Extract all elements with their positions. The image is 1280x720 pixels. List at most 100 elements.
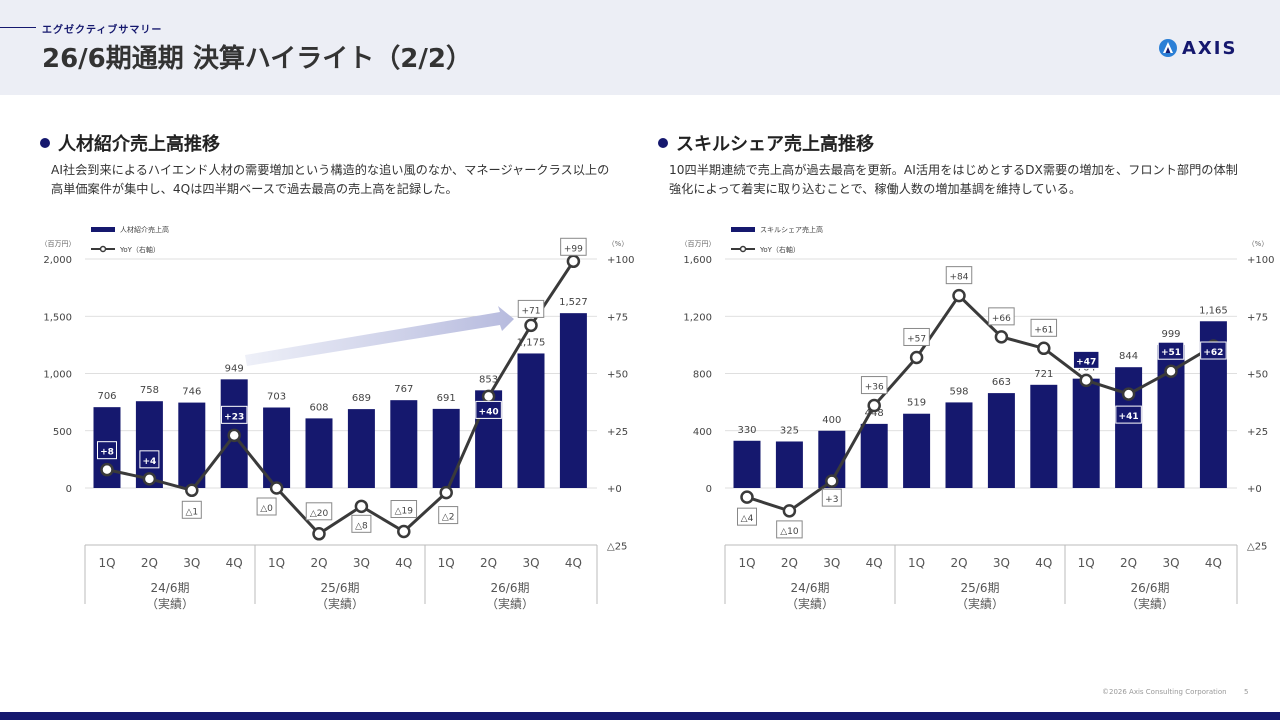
category-label: 4Q [866, 556, 883, 570]
yoy-label: △1 [185, 507, 198, 517]
yoy-label: +61 [1034, 325, 1053, 335]
yoy-label: △4 [741, 514, 754, 524]
period-group-label: 26/6期 [491, 581, 530, 595]
yoy-marker [481, 389, 496, 404]
y2-tick-label: +50 [1247, 370, 1268, 381]
yoy-label: +57 [907, 334, 926, 344]
period-group-sublabel: （実績） [316, 596, 364, 611]
category-label: 4Q [226, 556, 243, 570]
bar-value-label: 853 [479, 374, 498, 385]
yoy-marker [1164, 364, 1178, 378]
yoy-label-box [1157, 341, 1185, 360]
y2-axis-unit: （%） [1248, 240, 1269, 248]
page-title: 26/6期通期 決算ハイライト（2/2） [42, 44, 472, 74]
category-label: 1Q [268, 556, 285, 570]
yoy-label-box [1072, 350, 1100, 369]
y2-tick-label: +0 [1247, 484, 1262, 495]
yoy-marker [312, 527, 326, 541]
category-label: 1Q [908, 556, 925, 570]
yoy-marker [1121, 387, 1136, 401]
bar-value-label: 325 [780, 425, 799, 436]
bar-value-label: 519 [907, 398, 926, 409]
revenue-bar [347, 409, 375, 488]
bar-value-label: 949 [225, 363, 244, 374]
yoy-marker [185, 483, 199, 498]
y-tick-label: 1,500 [43, 312, 72, 323]
y2-axis-unit: （%） [608, 240, 629, 248]
period-group-label: 24/6期 [791, 581, 830, 595]
yoy-label: +4 [142, 457, 156, 467]
bar-value-label: 1,527 [559, 297, 588, 308]
yoy-label-box [139, 450, 160, 469]
revenue-bar [390, 400, 418, 488]
yoy-label: +3 [825, 495, 838, 505]
y2-tick-label: +50 [607, 370, 628, 381]
yoy-marker [867, 398, 881, 413]
yoy-marker [269, 481, 284, 495]
period-group-sublabel: （実績） [146, 596, 194, 611]
revenue-bar [178, 402, 206, 488]
y2-tick-label: +25 [607, 427, 628, 438]
revenue-bar [733, 440, 761, 488]
bar-value-label: 703 [267, 392, 286, 403]
legend-label: 人材紹介売上高 [120, 225, 169, 234]
yoy-label-box [305, 502, 333, 521]
y-tick-label: 2,000 [43, 255, 72, 266]
revenue-bar [903, 413, 931, 488]
left-panel-title: 人材紹介売上高推移 [40, 130, 220, 156]
yoy-label-box [1030, 318, 1058, 337]
y2-tick-label: +75 [607, 312, 628, 323]
yoy-label-box [737, 507, 757, 526]
yoy-marker [566, 254, 581, 269]
category-label: 2Q [480, 556, 497, 570]
yoy-label-box [945, 266, 973, 285]
y2-tick-label: +0 [607, 484, 622, 495]
yoy-label: △0 [260, 504, 273, 514]
yoy-marker [1079, 373, 1093, 388]
yoy-marker [439, 485, 453, 500]
yoy-label: △2 [442, 513, 455, 523]
bar-value-label: 608 [309, 402, 328, 413]
yoy-label-box [776, 520, 803, 539]
left-panel-description: AI社会到来によるハイエンド人材の需要増加という構造的な追い風のなか、マネージャ… [51, 163, 610, 196]
yoy-label-box [181, 500, 202, 519]
category-label: 3Q [353, 556, 370, 570]
category-label: 1Q [98, 556, 115, 570]
yoy-label: +51 [1161, 348, 1181, 358]
yoy-marker [952, 288, 966, 303]
staffing-revenue-chart: 0 500 1,000 1,500 2,000 △25 +0 +25 +50 +75 +100 （百万… [41, 225, 635, 611]
period-group-sublabel: （実績） [1126, 596, 1174, 611]
yoy-label: +71 [522, 306, 541, 316]
yoy-label-box [97, 441, 117, 460]
right-panel-description: 10四半期連続で売上高が過去最高を更新。AI活用をはじめとするDX需要の増加を、… [669, 163, 1238, 196]
yoy-label: +84 [950, 273, 969, 283]
y-tick-label: 0 [706, 484, 712, 495]
yoy-marker [740, 490, 754, 504]
yoy-label-box [390, 500, 418, 519]
bullet-icon [658, 138, 668, 148]
yoy-label-box [1115, 405, 1142, 424]
yoy-marker [227, 428, 241, 443]
category-label: 1Q [438, 556, 455, 570]
yoy-marker [354, 499, 369, 514]
skillshare-revenue-chart: 0 400 800 1,200 1,600 △25 +0 +25 +50 +75 +100 （百万円）… [681, 225, 1275, 611]
y-tick-label: 1,200 [683, 312, 712, 323]
revenue-bar [1072, 378, 1100, 488]
logo-mark-icon [1159, 39, 1177, 57]
category-label: 3Q [1162, 556, 1179, 570]
category-label: 4Q [565, 556, 582, 570]
bar-value-label: 758 [140, 385, 159, 396]
y-tick-label: 800 [693, 370, 712, 381]
yoy-label-box [517, 299, 545, 318]
revenue-bar [775, 441, 803, 488]
yoy-label: +62 [1203, 348, 1223, 358]
yoy-label-box [560, 237, 587, 256]
y2-tick-label: +25 [1247, 427, 1268, 438]
period-group-label: 25/6期 [961, 581, 1000, 595]
legend-label: YoY（右軸） [759, 245, 800, 254]
yoy-label-box [1200, 341, 1227, 360]
legend-bar-swatch [731, 227, 755, 232]
legend-bar-swatch [91, 227, 115, 232]
period-group-sublabel: （実績） [786, 596, 834, 611]
y-axis-unit: （百万円） [681, 240, 716, 248]
